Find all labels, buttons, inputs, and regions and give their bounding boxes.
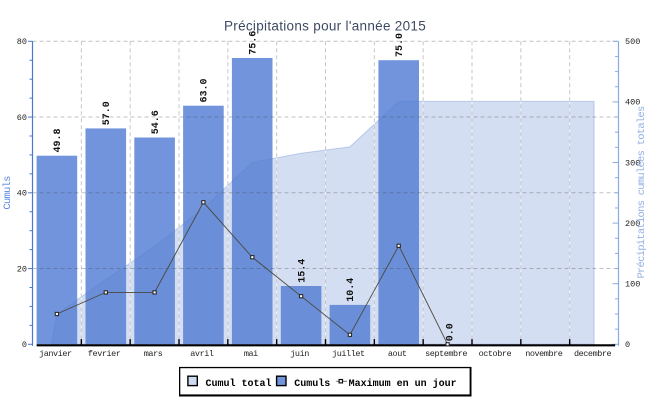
svg-text:juillet: juillet [332,349,365,359]
svg-text:100: 100 [625,280,640,290]
svg-text:aout: aout [388,349,407,359]
svg-text:Cumuls: Cumuls [2,176,14,210]
svg-text:300: 300 [625,158,640,168]
svg-text:40: 40 [17,189,27,199]
svg-text:Précipitations pour l'année 20: Précipitations pour l'année 2015 [224,19,426,34]
svg-text:10.4: 10.4 [346,278,357,302]
svg-text:80: 80 [17,37,27,47]
svg-text:avril: avril [190,349,214,359]
svg-text:500: 500 [625,37,640,47]
svg-text:57.0: 57.0 [102,101,113,125]
svg-text:mars: mars [144,349,163,359]
svg-text:juin: juin [290,349,309,359]
svg-text:0: 0 [22,340,27,350]
svg-text:200: 200 [625,219,640,229]
svg-text:400: 400 [625,98,640,108]
svg-text:49.8: 49.8 [53,128,64,152]
svg-text:75.0: 75.0 [395,33,406,57]
svg-text:0: 0 [625,340,630,350]
svg-text:54.6: 54.6 [151,110,162,134]
svg-text:decembre: decembre [574,349,612,359]
svg-text:Cumuls: Cumuls [294,378,330,390]
svg-text:septembre: septembre [425,349,467,359]
svg-text:novembre: novembre [525,349,563,359]
svg-text:Cumul total: Cumul total [206,378,272,390]
svg-text:15.4: 15.4 [297,259,308,283]
svg-text:0.0: 0.0 [446,323,457,341]
svg-text:60: 60 [17,113,27,123]
svg-text:75.6: 75.6 [248,31,259,55]
svg-text:63.0: 63.0 [200,78,211,102]
svg-text:janvier: janvier [39,349,72,359]
svg-text:mai: mai [244,349,258,359]
svg-text:Précipitations cumulées totale: Précipitations cumulées totales [636,106,648,279]
svg-text:fevrier: fevrier [88,349,121,359]
svg-text:20: 20 [17,264,27,274]
svg-text:Maximum en un jour: Maximum en un jour [349,378,457,390]
svg-text:octobre: octobre [479,349,512,359]
